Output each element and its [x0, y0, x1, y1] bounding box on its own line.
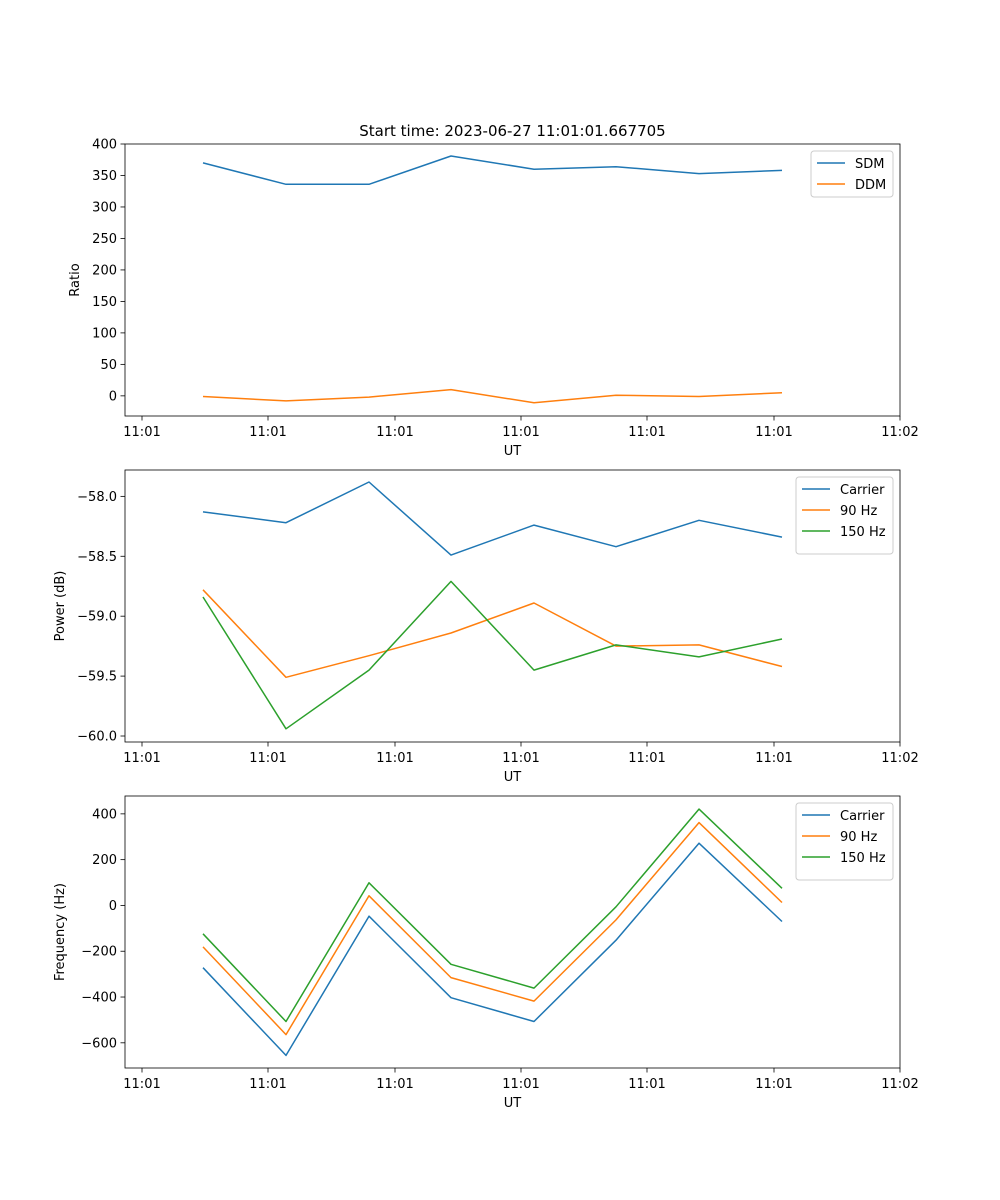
x-axis-label: UT [504, 770, 522, 785]
y-tick-label: −200 [81, 945, 117, 960]
series-line-150-hz [202, 808, 783, 1023]
y-axis-label: Ratio [68, 263, 83, 296]
x-tick-label: 11:02 [881, 425, 918, 440]
series-line-90-hz [202, 589, 783, 679]
legend: Carrier 90 Hz 150 Hz [795, 476, 894, 555]
axes-frame [124, 143, 901, 417]
legend-box [795, 476, 894, 555]
y-tick-label: 150 [92, 295, 117, 310]
y-axis-label: Frequency (Hz) [53, 883, 68, 981]
legend-box [795, 802, 894, 881]
y-tick-label: −600 [81, 1036, 117, 1051]
y-tick-label: 200 [92, 263, 117, 278]
x-tick-label: 11:01 [376, 1077, 413, 1092]
y-tick-label: 400 [92, 807, 117, 822]
legend-label: Carrier [840, 483, 885, 498]
x-tick-label: 11:01 [249, 751, 286, 766]
chart-panel-1: 11:01 11:01 11:01 11:01 11:01 11:01 11:02 0 50 10… [68, 138, 919, 460]
legend-label: 90 Hz [840, 830, 877, 845]
y-tick-label: 300 [92, 200, 117, 215]
legend-label: SDM [855, 157, 884, 172]
x-tick-label: 11:02 [881, 751, 918, 766]
x-tick-label: 11:01 [123, 751, 160, 766]
x-tick-label: 11:01 [628, 1077, 665, 1092]
chart-panel-3: 11:01 11:01 11:01 11:01 11:01 11:01 11:02 −600 −… [53, 795, 919, 1111]
x-tick-label: 11:01 [123, 1077, 160, 1092]
y-tick-label: −59.5 [77, 670, 117, 685]
y-tick-label: −58.0 [77, 490, 117, 505]
x-axis-label: UT [504, 1096, 522, 1111]
x-tick-label: 11:01 [755, 751, 792, 766]
x-tick-label: 11:01 [628, 751, 665, 766]
legend-label: DDM [855, 178, 886, 193]
y-tick-label: 0 [109, 389, 117, 404]
y-tick-label: 200 [92, 853, 117, 868]
chart-panel-2: 11:01 11:01 11:01 11:01 11:01 11:01 11:02 −60.0… [53, 469, 919, 785]
y-tick-label: −400 [81, 991, 117, 1006]
x-tick-label: 11:01 [755, 1077, 792, 1092]
x-tick-label: 11:01 [249, 1077, 286, 1092]
y-axis-label: Power (dB) [53, 571, 68, 642]
y-tick-label: 0 [109, 899, 117, 914]
figure-title: Start time: 2023-06-27 11:01:01.667705 [359, 122, 665, 140]
legend-label: 90 Hz [840, 504, 877, 519]
x-tick-label: 11:01 [502, 1077, 539, 1092]
x-tick-label: 11:01 [502, 425, 539, 440]
panels: 11:01 11:01 11:01 11:01 11:01 11:01 11:02 0 50 10… [53, 138, 919, 1112]
legend: SDM DDM [810, 150, 894, 198]
x-tick-label: 11:01 [376, 751, 413, 766]
y-tick-label: 50 [100, 358, 117, 373]
y-tick-label: −58.5 [77, 550, 117, 565]
y-tick-label: 100 [92, 326, 117, 341]
legend-label: 150 Hz [840, 525, 886, 540]
x-tick-label: 11:01 [376, 425, 413, 440]
y-tick-label: 400 [92, 138, 117, 153]
series-line-90-hz [202, 821, 783, 1036]
x-tick-label: 11:01 [755, 425, 792, 440]
y-tick-label: 250 [92, 232, 117, 247]
x-tick-label: 11:01 [249, 425, 286, 440]
x-axis-label: UT [504, 444, 522, 459]
x-tick-label: 11:01 [123, 425, 160, 440]
series-line-carrier [202, 481, 783, 556]
axes-frame [124, 469, 901, 743]
x-tick-label: 11:02 [881, 1077, 918, 1092]
series-line-ddm [202, 388, 783, 404]
legend: Carrier 90 Hz 150 Hz [795, 802, 894, 881]
y-tick-label: −59.0 [77, 610, 117, 625]
legend-label: 150 Hz [840, 851, 886, 866]
series-line-sdm [202, 155, 783, 186]
axes-frame [124, 795, 901, 1069]
series-line-150-hz [202, 580, 783, 730]
x-tick-label: 11:01 [502, 751, 539, 766]
y-tick-label: 350 [92, 169, 117, 184]
legend-label: Carrier [840, 809, 885, 824]
series-line-carrier [202, 842, 783, 1057]
x-tick-label: 11:01 [628, 425, 665, 440]
y-tick-label: −60.0 [77, 730, 117, 745]
